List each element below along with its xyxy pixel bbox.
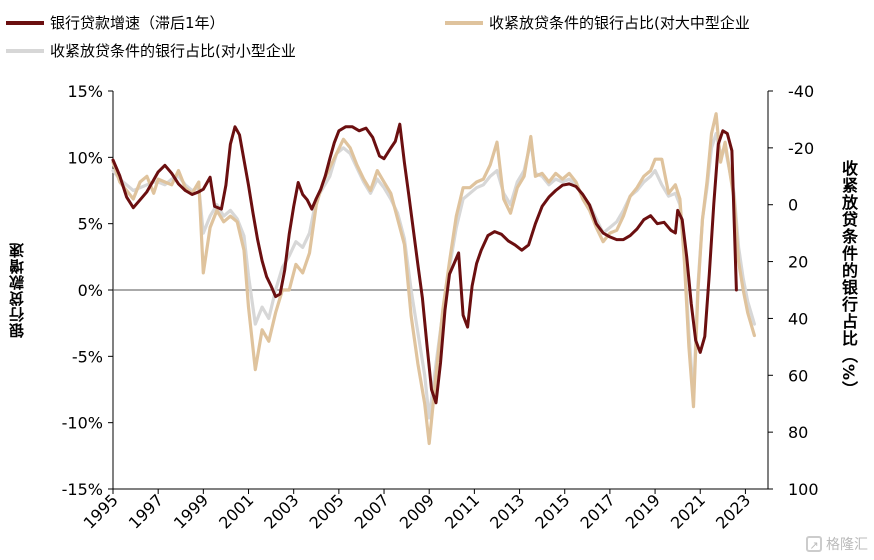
x-tick-label: 2001: [215, 490, 257, 532]
right-axis-title: 收紧放贷条件的银行占比（%）: [839, 160, 858, 399]
right-tick-label: 100: [788, 480, 819, 499]
x-tick-label: 2013: [486, 490, 528, 532]
left-tick-label: 15%: [67, 82, 103, 101]
right-tick-label: 0: [788, 196, 798, 215]
left-tick-label: -10%: [62, 414, 103, 433]
right-tick-label: 20: [788, 253, 808, 272]
x-tick-label: 2023: [712, 490, 754, 532]
chart-axes: [112, 91, 769, 490]
legend-item-large-firms: 收紧放贷条件的银行占比(对大中型企业: [445, 12, 750, 33]
watermark-logo-icon: ↗: [806, 536, 822, 552]
left-tick-label: 0%: [78, 281, 103, 300]
chart-ticks: 15% 10% 5% 0% -5% -10% -15% -40 -20 0 20 40 60 80 100 1…: [62, 82, 819, 533]
left-tick-label: -5%: [72, 347, 103, 366]
series-line-0: [111, 122, 738, 405]
right-tick-label: 40: [788, 309, 808, 328]
x-tick-label: 2011: [441, 490, 483, 532]
right-tick-label: 80: [788, 423, 808, 442]
x-tick-label: 2009: [396, 490, 438, 532]
legend-label-loan-growth: 银行贷款增速（滞后1年）: [50, 14, 225, 32]
left-tick-label: 10%: [67, 148, 103, 167]
legend-item-small-firms: 收紧放贷条件的银行占比(对小型企业: [6, 40, 296, 61]
left-axis-title-text: 银行贷款增速: [8, 242, 26, 338]
x-tick-label: 2015: [531, 490, 573, 532]
watermark-text: 格隆汇: [826, 537, 868, 553]
x-tick-label: 1997: [125, 490, 167, 532]
legend-swatch-large-firms: [445, 20, 483, 25]
chart-series: [111, 112, 756, 446]
left-axis-title: 银行贷款增速: [6, 242, 27, 338]
x-tick-label: 1999: [170, 490, 212, 532]
watermark: ↗ 格隆汇: [806, 534, 868, 554]
x-tick-label: 2005: [305, 490, 347, 532]
series-line-1: [111, 112, 756, 446]
legend-swatch-small-firms: [6, 48, 44, 53]
x-tick-label: 2017: [576, 490, 618, 532]
x-tick-label: 2019: [622, 490, 664, 532]
left-tick-label: 5%: [78, 215, 103, 234]
legend-swatch-loan-growth: [6, 20, 44, 25]
left-tick-label: -15%: [62, 480, 103, 499]
right-tick-label: -40: [788, 82, 814, 101]
right-tick-label: -20: [788, 139, 814, 158]
legend-item-loan-growth: 银行贷款增速（滞后1年）: [6, 12, 225, 33]
x-tick-label: 2007: [351, 490, 393, 532]
x-tick-label: 2021: [667, 490, 709, 532]
legend-label-small-firms: 收紧放贷条件的银行占比(对小型企业: [50, 42, 296, 60]
x-tick-label: 2003: [260, 490, 302, 532]
legend-label-large-firms: 收紧放贷条件的银行占比(对大中型企业: [489, 14, 750, 32]
right-tick-label: 60: [788, 366, 808, 385]
